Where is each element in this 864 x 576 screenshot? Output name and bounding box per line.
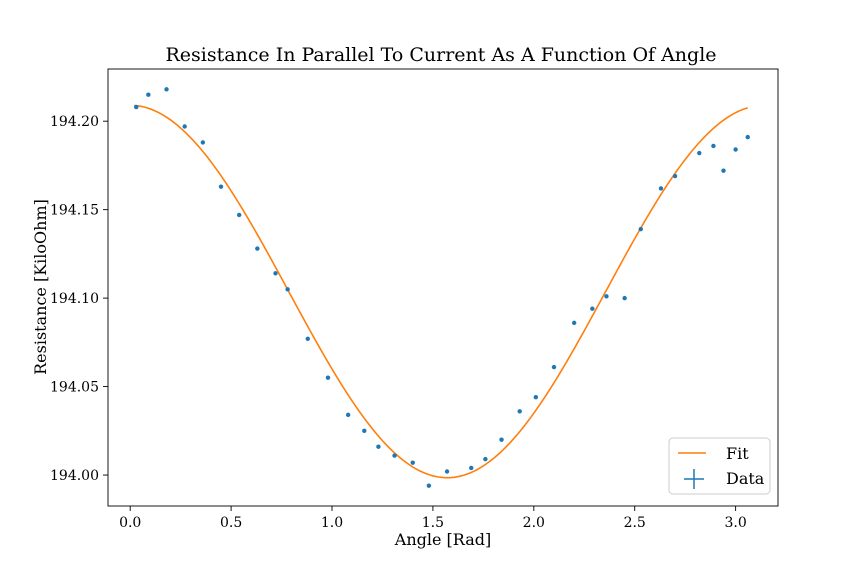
- y-tick-label: 194.20: [50, 114, 99, 130]
- chart-title: Resistance In Parallel To Current As A F…: [165, 44, 716, 66]
- data-point: [146, 92, 151, 97]
- y-tick-label: 194.15: [50, 203, 99, 219]
- x-axis-label: Angle [Rad]: [394, 530, 491, 549]
- y-axis-ticks: 194.00 194.05 194.10 194.15 194.20: [50, 114, 108, 484]
- data-point: [182, 124, 187, 129]
- x-axis-ticks: 0.0 0.5 1.0 1.5 2.0 2.5 3.0: [119, 506, 747, 531]
- data-point: [362, 428, 367, 434]
- data-point: [672, 173, 678, 179]
- legend: Fit Data: [668, 437, 771, 495]
- x-tick-label: 2.5: [624, 515, 646, 531]
- data-point: [164, 87, 169, 92]
- data-point: [533, 394, 539, 400]
- data-point: [273, 271, 278, 276]
- legend-fit-label: Fit: [726, 444, 749, 463]
- data-point: [410, 460, 415, 465]
- y-tick-label: 194.05: [50, 380, 99, 396]
- x-tick-label: 1.0: [321, 515, 343, 531]
- y-tick-label: 194.00: [50, 468, 99, 484]
- y-axis-label: Resistance [KiloOhm]: [31, 199, 50, 375]
- data-points-layer: [134, 87, 750, 488]
- x-tick-label: 0.5: [220, 515, 242, 531]
- data-point: [255, 246, 260, 251]
- data-point: [711, 143, 716, 149]
- data-point: [622, 295, 627, 301]
- data-point: [325, 375, 331, 380]
- data-point: [134, 104, 139, 110]
- data-point: [483, 456, 488, 462]
- data-point: [733, 147, 738, 152]
- data-point: [305, 336, 310, 342]
- legend-data-label: Data: [726, 469, 765, 488]
- x-tick-label: 3.0: [724, 515, 746, 531]
- x-tick-label: 0.0: [119, 515, 141, 531]
- plot-area-frame: [107, 68, 779, 507]
- data-point: [658, 186, 664, 191]
- fit-line: [134, 104, 748, 479]
- data-point: [469, 465, 474, 471]
- y-tick-label: 194.10: [50, 291, 99, 307]
- data-point: [590, 306, 595, 311]
- data-point: [551, 364, 557, 370]
- data-point: [745, 134, 750, 140]
- x-tick-label: 1.5: [422, 515, 444, 531]
- data-point: [721, 168, 726, 173]
- data-point: [571, 320, 577, 326]
- x-tick-label: 2.0: [523, 515, 545, 531]
- data-point: [218, 184, 224, 189]
- data-point: [345, 412, 351, 418]
- data-point: [376, 444, 381, 449]
- data-point: [200, 140, 206, 145]
- data-point: [426, 483, 432, 488]
- data-point: [285, 287, 290, 292]
- data-point: [236, 212, 242, 218]
- data-point: [499, 437, 504, 442]
- data-point: [604, 294, 609, 299]
- data-point: [392, 453, 397, 458]
- data-point: [444, 469, 450, 474]
- data-point: [697, 150, 702, 156]
- data-point: [638, 226, 643, 232]
- fit-curve-layer: [134, 104, 748, 479]
- data-point: [517, 409, 522, 414]
